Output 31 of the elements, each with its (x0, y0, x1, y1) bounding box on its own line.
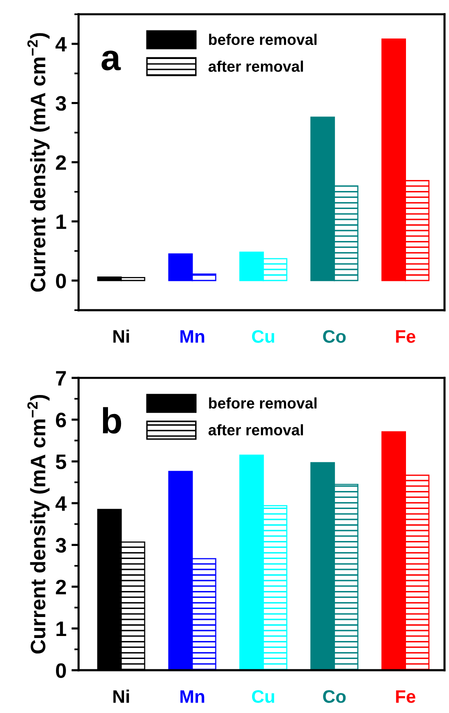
y-tick-label: 2 (56, 155, 66, 170)
legend-label: before removal (209, 397, 317, 409)
x-tick-label: Ni (113, 690, 129, 703)
annotation: a (102, 50, 121, 70)
y-tick-label: 0 (56, 274, 66, 288)
y-tick-label: 7 (56, 371, 66, 386)
y-axis-title: Current density (mA cm$^{−2}$) (27, 394, 50, 654)
x-tick-label: Fe (396, 690, 416, 703)
annotation: b (102, 407, 122, 434)
y-tick-label: 6 (56, 412, 66, 428)
x-tick-label: Co (323, 330, 346, 343)
legend-label: after removal (208, 60, 303, 72)
legend-label: before removal (209, 34, 317, 46)
y-axis-title: Current density (mA cm$^{−2}$) (27, 33, 50, 292)
x-tick-label: Cu (252, 690, 274, 703)
y-tick-label: 3 (56, 96, 66, 111)
y-tick-label: 2 (56, 580, 66, 594)
y-tick-label: 3 (56, 538, 66, 553)
x-tick-label: Mn (180, 330, 204, 343)
x-tick-label: Fe (396, 330, 416, 343)
y-tick-label: 0 (56, 663, 66, 678)
y-tick-label: 4 (56, 496, 67, 511)
y-tick-label: 1 (56, 622, 66, 636)
y-tick-label: 1 (56, 214, 66, 229)
legend-label: after removal (208, 424, 303, 436)
x-tick-label: Cu (252, 330, 274, 343)
y-tick-label: 5 (56, 454, 66, 470)
x-tick-label: Mn (180, 690, 204, 703)
x-tick-label: Co (323, 690, 346, 703)
x-tick-label: Ni (113, 330, 129, 343)
y-tick-label: 4 (56, 37, 67, 52)
